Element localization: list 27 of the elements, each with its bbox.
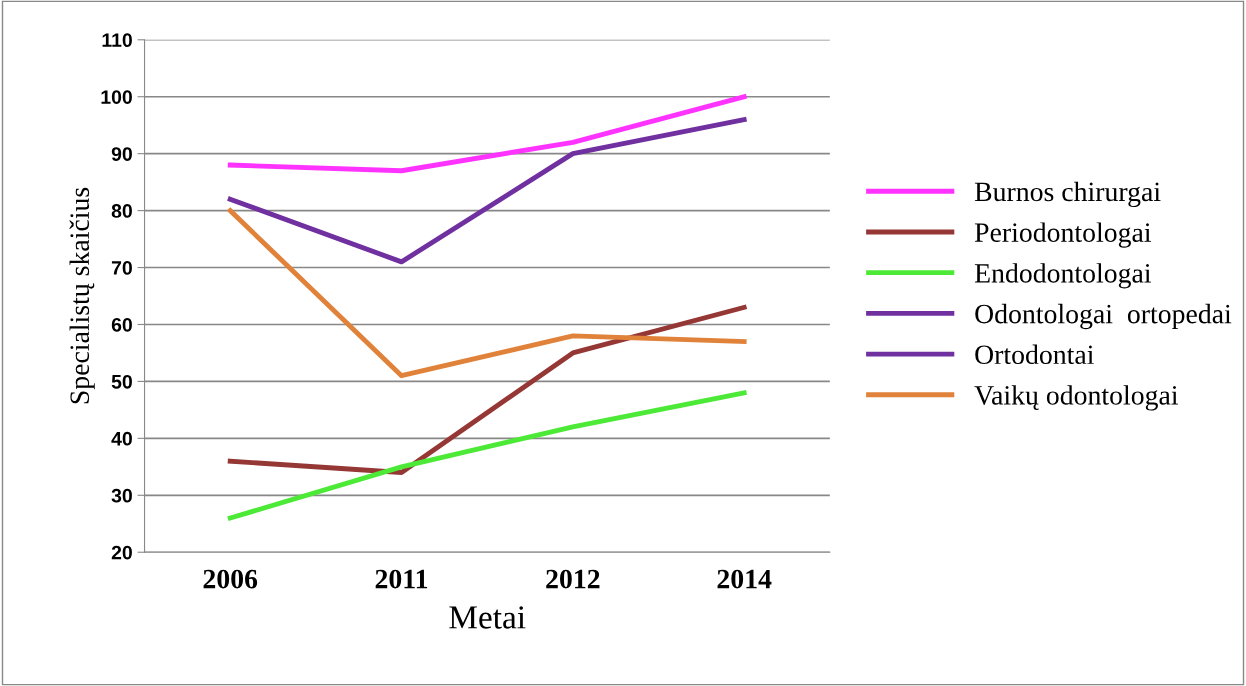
y-tick-label: 50 (111, 374, 132, 389)
y-tick-label: 90 (111, 147, 132, 161)
legend-label: Vaikų odontologai (974, 385, 1179, 411)
x-tick-label: 2006 (203, 569, 258, 589)
y-axis-title: Specialistų skaičius (69, 187, 95, 404)
line-series (227, 117, 747, 265)
y-tick-label: 40 (111, 431, 132, 446)
x-axis-title: Metai (449, 606, 526, 629)
legend-label: Endodontologai (974, 263, 1152, 289)
legend-label: Periodontologai (974, 222, 1152, 248)
legend-label: Ortodontai (975, 344, 1094, 365)
y-tick-label: 110 (102, 33, 132, 48)
y-tick-label: 80 (111, 204, 132, 218)
y-tick-label: 20 (111, 545, 132, 560)
x-tick-label: 2012 (546, 569, 600, 589)
line-series (227, 390, 747, 521)
legend-label: Odontologai ortopedai (975, 303, 1232, 330)
x-tick-label: 2011 (375, 569, 428, 589)
y-tick-label: 60 (111, 317, 132, 332)
y-tick-label: 30 (111, 488, 132, 503)
line-series (227, 304, 747, 475)
legend-label: Burnos chirurgai (974, 181, 1161, 207)
line-series (227, 94, 747, 174)
y-tick-label: 100 (101, 90, 132, 104)
x-tick-label: 2014 (717, 569, 772, 589)
line-series (227, 208, 747, 379)
y-tick-label: 70 (111, 261, 132, 275)
